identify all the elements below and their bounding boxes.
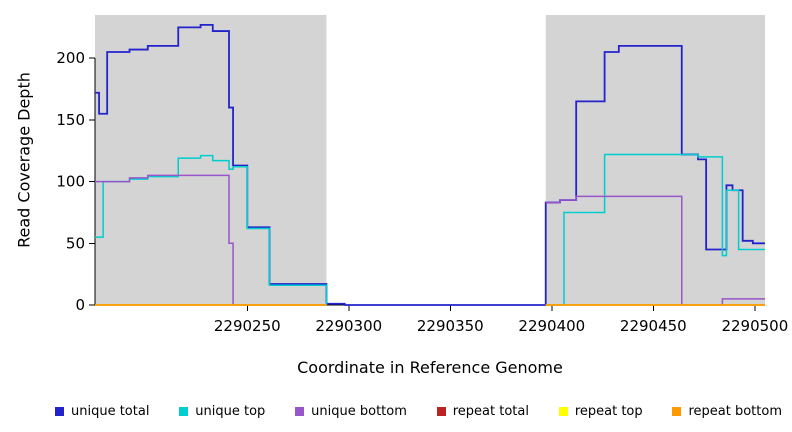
y-tick-label-100: 100 — [56, 173, 85, 191]
y-tick-label-0: 0 — [75, 296, 85, 314]
legend-swatch-icon — [672, 406, 682, 416]
x-axis-title: Coordinate in Reference Genome — [297, 358, 563, 377]
bg-region-covered-right — [545, 15, 765, 305]
series-line-unique-bottom-1 — [545, 195, 765, 306]
x-tick-label-2290450: 2290450 — [620, 317, 687, 335]
x-tick-label-2290400: 2290400 — [518, 317, 585, 335]
legend-label: repeat bottom — [688, 403, 782, 419]
legend-item-repeat-bottom: repeat bottom — [672, 404, 782, 419]
legend-label: unique bottom — [311, 403, 407, 419]
legend: unique total unique top unique bottom repea… — [55, 400, 782, 422]
x-tick-label-2290250: 2290250 — [214, 317, 281, 335]
bg-region-covered-left — [95, 15, 327, 305]
y-tick-label-150: 150 — [56, 111, 85, 129]
x-tick-label-2290300: 2290300 — [315, 317, 382, 335]
legend-swatch-icon — [55, 406, 64, 416]
legend-label: repeat top — [574, 403, 643, 419]
y-tick-label-200: 200 — [56, 49, 85, 67]
series-line-unique-bottom-0 — [95, 174, 327, 306]
legend-swatch-icon — [436, 406, 446, 416]
legend-swatch-icon — [179, 406, 189, 416]
legend-label: repeat total — [452, 403, 529, 419]
series-line-unique-top-1 — [545, 153, 765, 306]
series-line-unique-total-0 — [95, 23, 765, 306]
legend-item-repeat-top: repeat top — [558, 403, 643, 419]
x-tick-label-2290500: 2290500 — [721, 317, 788, 335]
legend-item-unique-total: unique total — [55, 404, 149, 419]
legend-label: unique total — [71, 403, 150, 419]
legend-item-repeat-total: repeat total — [436, 403, 529, 419]
legend-swatch-icon — [558, 406, 568, 416]
chart-canvas: 2290250 2290300 2290350 2290400 2290450 22905… — [56, 15, 788, 335]
legend-item-unique-bottom: unique bottom — [295, 404, 407, 419]
bg-region-gap — [326, 15, 546, 305]
y-axis-title: Read Coverage Depth — [14, 72, 34, 248]
y-tick-label-50: 50 — [66, 234, 85, 252]
legend-label: unique top — [195, 403, 266, 419]
legend-swatch-icon — [295, 406, 305, 416]
legend-item-unique-top: unique top — [179, 404, 265, 419]
x-tick-label-2290350: 2290350 — [417, 317, 484, 335]
